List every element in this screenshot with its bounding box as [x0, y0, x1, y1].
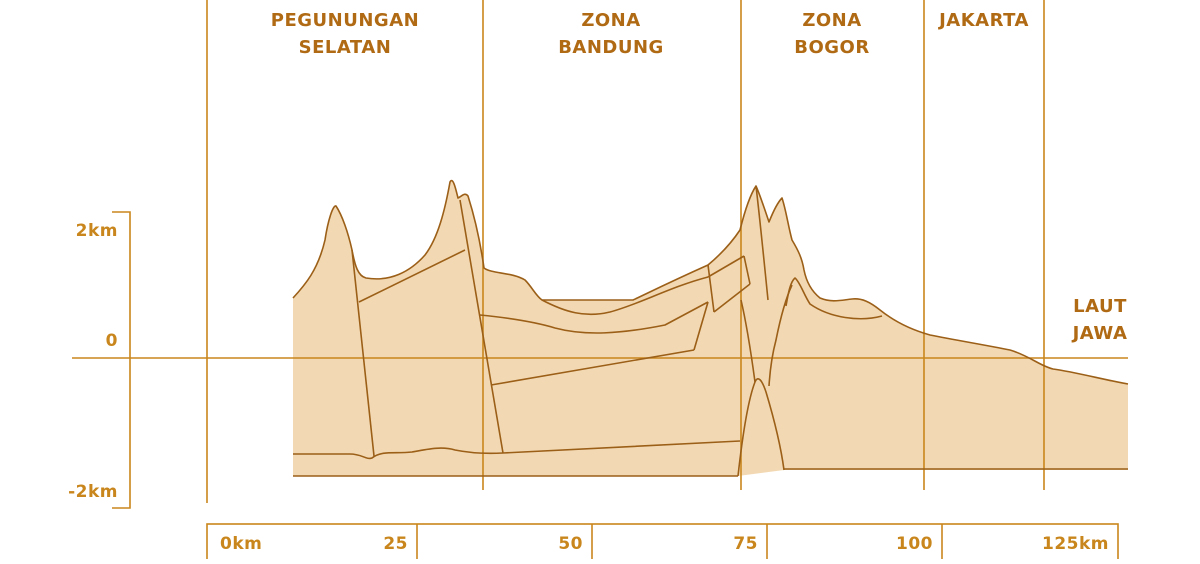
- tick-0km: 0km: [220, 534, 262, 554]
- label-zona-bogor-line2: BOGOR: [794, 37, 869, 58]
- label-zona-bandung-line2: BANDUNG: [558, 37, 664, 58]
- vertical-axis: 2km 0 -2km: [68, 212, 130, 508]
- tick-minus-2km: -2km: [68, 482, 118, 502]
- label-pegunungan-selatan-line1: PEGUNUNGAN: [271, 10, 419, 31]
- tick-125km: 125km: [1042, 534, 1109, 554]
- label-zona-bogor-line1: ZONA: [802, 10, 861, 31]
- vertical-axis-bracket: [112, 212, 130, 508]
- label-zona-bandung-line1: ZONA: [581, 10, 640, 31]
- tick-100: 100: [896, 534, 933, 554]
- horizontal-axis: 0km 25 50 75 100 125km: [207, 524, 1118, 559]
- cross-section-body: [293, 181, 1128, 476]
- label-laut-line2: JAWA: [1071, 323, 1128, 344]
- label-pegunungan-selatan-line2: SELATAN: [299, 37, 392, 58]
- tick-2km: 2km: [76, 221, 118, 241]
- tick-0: 0: [106, 331, 118, 351]
- label-jakarta: JAKARTA: [937, 10, 1029, 31]
- tick-25: 25: [383, 534, 408, 554]
- tick-50: 50: [558, 534, 583, 554]
- horizontal-axis-box: [207, 524, 1118, 559]
- tick-75: 75: [733, 534, 758, 554]
- label-laut-line1: LAUT: [1073, 296, 1127, 317]
- terrain-fill: [293, 181, 1128, 476]
